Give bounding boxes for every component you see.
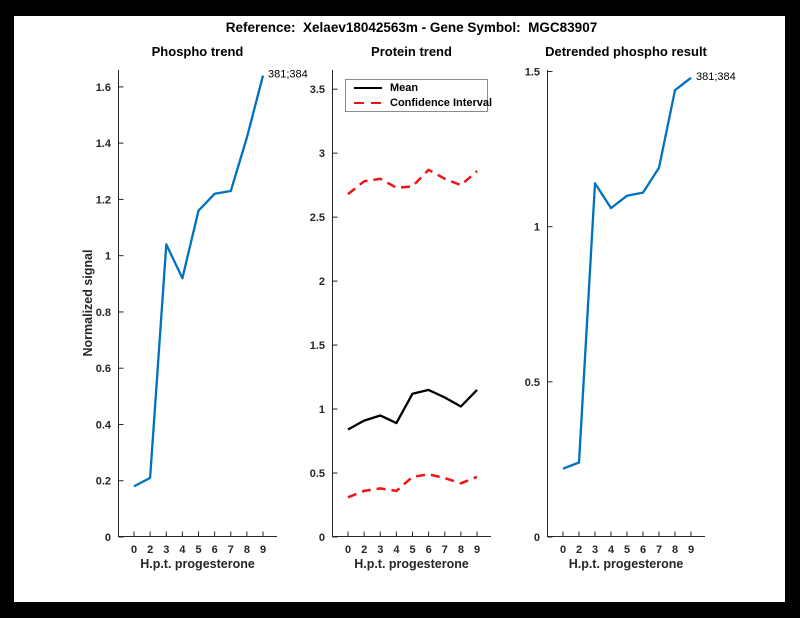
y-tick-label: 0.5 [310, 468, 325, 480]
y-tick-label: 0 [534, 532, 540, 544]
x-tick-label: 7 [442, 544, 448, 556]
y-tick-label: 0.6 [96, 363, 111, 375]
series-line-confidence-interval-upper [347, 168, 478, 196]
endpoint-annotation: 381;384 [696, 71, 736, 83]
y-tick-label: 1.4 [96, 138, 112, 150]
y-tick-label: 0.2 [96, 476, 111, 488]
endpoint-annotation: 381;384 [268, 69, 308, 81]
x-tick-label: 7 [656, 544, 662, 556]
legend: Mean Confidence Interval [345, 79, 492, 112]
series-line-confidence-interval-lower [347, 473, 478, 499]
series-line-detrended-phospho-signal [562, 76, 692, 470]
y-axis-label: Normalized signal [81, 249, 95, 357]
x-tick-label: 2 [147, 544, 153, 556]
y-tick-label: 0 [105, 532, 111, 544]
x-axis-label-phospho: H.p.t. progesterone [140, 557, 255, 571]
x-axis-label-detrended: H.p.t. progesterone [568, 557, 684, 571]
x-tick-label: 8 [458, 544, 464, 556]
x-tick-label: 3 [592, 544, 598, 556]
y-tick-label: 0.5 [525, 377, 540, 389]
x-tick-label: 3 [377, 544, 383, 556]
legend-label-mean: Mean [390, 82, 419, 94]
x-tick-label: 8 [244, 544, 250, 556]
x-tick-label: 0 [560, 544, 566, 556]
x-tick-label: 9 [260, 544, 266, 556]
x-tick-label: 2 [361, 544, 367, 556]
mean-line-sample-icon [354, 87, 382, 89]
plot-title-phospho-trend: Phospho trend [151, 44, 244, 59]
x-tick-label: 8 [672, 544, 678, 556]
x-tick-label: 4 [393, 544, 400, 556]
x-tick-label: 2 [576, 544, 582, 556]
plot-title-protein-trend: Protein trend [371, 44, 452, 59]
axes-phospho-trend: 0 2 3 4 5 6 7 8 9 0 0.2 0.4 0.6 0.8 1 1.2 1.4 1.6 381;384 [96, 69, 308, 556]
x-tick-label: 7 [228, 544, 234, 556]
x-tick-label: 3 [163, 544, 169, 556]
y-tick-label: 1 [319, 404, 325, 416]
series-line-phospho-signal [133, 75, 265, 488]
x-tick-label: 4 [179, 544, 186, 556]
series-line-mean [347, 388, 478, 431]
x-tick-label: 5 [624, 544, 630, 556]
plot-title-detrended-phospho: Detrended phospho result [545, 44, 707, 59]
protein-trend-plot-area: 0 2 3 4 5 6 7 8 900.511.522.533.5 [310, 70, 491, 556]
figure-title: Reference: Xelaev18042563m - Gene Symbol… [225, 20, 598, 35]
detrended-phospho-plot-area: 0 2 3 4 5 6 7 8 900.511.5 381;384 [525, 67, 736, 556]
x-tick-label: 4 [608, 544, 615, 556]
y-tick-label: 1 [534, 222, 540, 234]
legend-entry-confidence-interval: Confidence Interval [346, 97, 492, 110]
y-tick-label: 1 [105, 251, 111, 263]
y-tick-label: 0 [319, 532, 325, 544]
x-tick-label: 5 [409, 544, 415, 556]
y-tick-label: 3 [319, 148, 325, 160]
x-tick-label: 0 [131, 544, 137, 556]
y-tick-label: 1.5 [310, 340, 325, 352]
x-tick-label: 9 [688, 544, 694, 556]
y-tick-label: 1.2 [96, 194, 111, 206]
legend-label-confidence-interval: Confidence Interval [390, 97, 493, 109]
y-tick-label: 1.5 [525, 67, 540, 79]
x-tick-label: 0 [345, 544, 351, 556]
x-tick-label: 9 [474, 544, 480, 556]
x-tick-label: 5 [195, 544, 201, 556]
x-tick-label: 6 [426, 544, 432, 556]
confidence-interval-line-sample-icon [354, 101, 382, 105]
y-tick-label: 0.8 [96, 307, 111, 319]
figure-canvas: Reference: Xelaev18042563m - Gene Symbol… [14, 16, 785, 602]
axes-protein-trend: 0 2 3 4 5 6 7 8 9 0 0.5 1 1.5 2 2.5 3 3.5 [310, 70, 491, 556]
y-tick-label: 2 [319, 276, 325, 288]
y-tick-label: 2.5 [310, 212, 325, 224]
x-axis-label-protein: H.p.t. progesterone [354, 557, 469, 571]
y-tick-label: 0.4 [96, 419, 112, 431]
x-tick-label: 6 [640, 544, 646, 556]
axis-lines [118, 70, 277, 537]
y-tick-label: 1.6 [96, 82, 111, 94]
axis-lines [332, 70, 491, 537]
legend-entry-mean: Mean [346, 82, 487, 95]
x-tick-label: 6 [212, 544, 218, 556]
axes-detrended-phospho: 0 2 3 4 5 6 7 8 9 0 0.5 1 1.5 381;384 [525, 67, 736, 556]
y-tick-label: 3.5 [310, 84, 325, 96]
